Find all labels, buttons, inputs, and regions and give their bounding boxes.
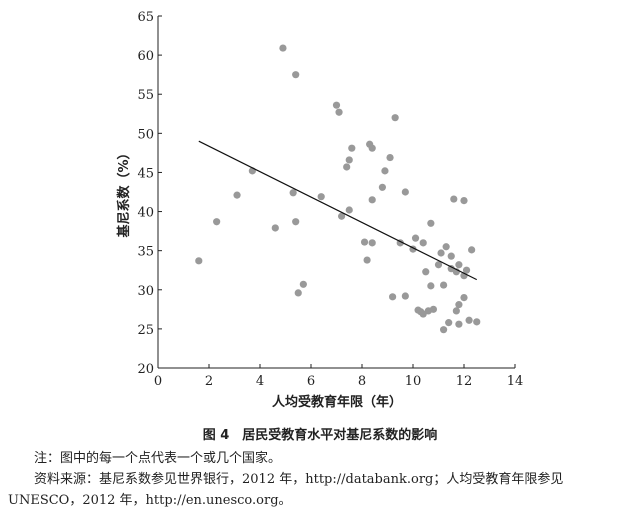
point — [462, 266, 471, 274]
y-tick-label: 65 — [137, 10, 154, 25]
caption: 图 4 居民受教育水平对基尼系数的影响 — [202, 428, 438, 443]
point — [429, 305, 437, 313]
point — [317, 193, 325, 201]
notes: 注：图中的每一个点代表一个或几个国家。 资料来源：基尼系数参见世界银行，2012… — [8, 448, 634, 511]
trend-line — [198, 140, 478, 281]
point — [440, 281, 448, 289]
point — [419, 239, 427, 247]
point — [338, 212, 346, 220]
point — [455, 320, 463, 328]
point — [335, 108, 343, 116]
point — [368, 144, 376, 152]
y-tick-label: 35 — [137, 245, 154, 260]
y-tick-label: 30 — [137, 284, 154, 299]
point — [299, 280, 307, 288]
point — [378, 183, 386, 191]
y-tick-label: 55 — [137, 88, 154, 103]
point — [292, 71, 300, 79]
point — [343, 163, 351, 171]
point — [386, 153, 394, 162]
x-tick-label: 4 — [256, 374, 264, 389]
y-tick-label: 40 — [137, 206, 154, 221]
y-tick-label: 25 — [137, 323, 154, 338]
point — [434, 261, 443, 269]
point — [213, 218, 221, 226]
point — [452, 307, 460, 315]
y-tick-label: 50 — [137, 127, 154, 142]
y-tick-label: 60 — [137, 49, 154, 64]
point — [360, 238, 369, 246]
x-tick-label: 8 — [358, 374, 366, 389]
x-tick-label: 14 — [507, 374, 524, 389]
point — [440, 326, 448, 334]
x-tick-label: 12 — [456, 374, 473, 389]
point — [368, 239, 376, 247]
point — [468, 246, 476, 254]
point — [271, 224, 279, 232]
point — [348, 144, 356, 152]
point — [411, 234, 420, 242]
point — [455, 301, 463, 309]
point — [427, 219, 435, 227]
point — [233, 191, 241, 199]
point — [450, 195, 458, 203]
point — [368, 196, 376, 204]
point — [279, 44, 287, 52]
point — [455, 261, 463, 269]
point — [437, 249, 445, 257]
x-tick-label: 6 — [307, 374, 315, 389]
note: 资料来源：基尼系数参见世界银行，2012 年，http://databank.o… — [8, 472, 564, 508]
y-tick-label: 20 — [137, 362, 154, 377]
point — [442, 243, 450, 251]
x-tick-label: 10 — [405, 374, 422, 389]
x-tick-label: 0 — [154, 374, 162, 389]
note: 注：图中的每一个点代表一个或几个国家。 — [34, 451, 282, 466]
point — [460, 197, 468, 205]
point — [460, 294, 468, 302]
point — [401, 188, 409, 196]
x-tick-label: 2 — [205, 374, 213, 389]
point — [427, 282, 435, 290]
point — [289, 189, 297, 197]
point — [345, 156, 353, 164]
point — [294, 289, 302, 297]
point — [195, 257, 203, 265]
point — [381, 167, 389, 175]
point — [473, 318, 481, 326]
y-axis-label: 基尼系数（%） — [116, 146, 132, 238]
point — [389, 293, 397, 301]
point — [292, 218, 300, 226]
point — [447, 252, 455, 260]
x-axis-label: 人均受教育年限（年） — [272, 394, 402, 410]
point — [363, 256, 371, 264]
chart: 人均受教育年限（年） 基尼系数（%） 20 25 30 35 40 45 50 55 60 65 0… — [116, 10, 524, 410]
point — [391, 114, 399, 122]
point — [401, 292, 409, 300]
point — [465, 316, 473, 324]
point — [345, 206, 353, 214]
point — [422, 268, 430, 276]
y-tick-label: 45 — [137, 166, 154, 181]
point — [445, 319, 453, 327]
point — [332, 101, 341, 109]
